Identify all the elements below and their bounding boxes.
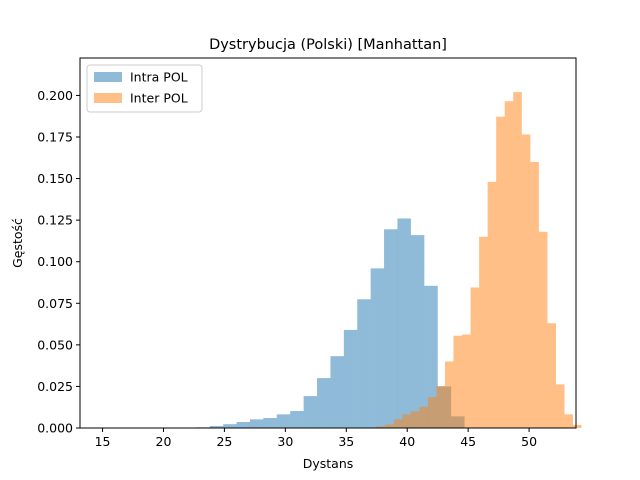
histogram-bar-inter [410,411,420,428]
histogram-bar-inter [487,181,497,428]
histogram-bar-inter [419,406,428,428]
histogram-bar-inter [453,335,463,428]
histogram-bar-inter [462,334,471,428]
histogram-bar-intra [370,268,385,428]
histogram-bar-intra [384,229,398,428]
legend-label: Inter POL [130,91,188,106]
histogram-bar-inter [427,397,437,428]
x-tick-label: 50 [521,434,537,449]
histogram-bar-inter [470,287,480,428]
histogram-bar-intra [209,426,224,428]
y-tick-label: 0.175 [37,129,73,144]
histogram-bar-intra [317,378,331,428]
histogram-bar-intra [250,419,264,428]
histogram-bar-inter [436,386,446,428]
histogram-bar-inter [572,425,582,428]
x-tick-label: 15 [95,434,111,449]
chart-title: Dystrybucja (Polski) [Manhattan] [209,37,447,53]
y-tick-label: 0.000 [37,421,73,436]
histogram-bar-intra [290,411,304,428]
histogram-bar-inter [479,236,488,428]
histogram-bar-inter [513,92,522,428]
x-tick-label: 25 [216,434,232,449]
y-tick-label: 0.075 [37,296,73,311]
legend-swatch [94,72,122,82]
histogram-bar-inter [402,414,411,428]
histogram-bar-inter [376,426,386,428]
plot-frame [79,57,577,429]
x-axis-label: Dystans [303,456,354,471]
bars-layer [102,92,582,429]
x-tick-label: 20 [156,434,172,449]
histogram-bar-inter [393,419,403,428]
y-tick-label: 0.050 [37,337,73,352]
histogram-bar-intra [357,299,371,428]
histogram-bar-inter [521,134,531,429]
histogram-bar-inter [504,101,514,429]
histogram-bar-intra [223,424,237,428]
y-tick-label: 0.200 [37,88,73,103]
legend-label: Intra POL [130,70,188,85]
x-tick-label: 35 [338,434,354,449]
y-tick-label: 0.025 [37,379,73,394]
x-tick-label: 45 [460,434,476,449]
x-tick-label: 30 [277,434,293,449]
histogram-bar-intra [263,418,277,428]
histogram-bar-inter [444,361,454,428]
histogram-bar-intra [303,396,318,428]
y-axis: 0.000 0.025 0.050 0.075 0.100 0.125 0.150 0.175… [37,88,80,436]
histogram-bar-inter [530,161,539,428]
histogram-bar-inter [385,424,394,428]
y-tick-label: 0.125 [37,213,73,228]
x-axis: 15 20 25 30 35 40 45 50 [95,428,537,449]
histogram-bar-inter [555,384,565,428]
y-tick-label: 0.150 [37,171,73,186]
y-axis-label: Gęstość [10,218,25,268]
histogram-bar-inter [538,231,548,428]
histogram-bar-intra [410,235,425,428]
legend-swatch [94,93,122,103]
y-tick-label: 0.100 [37,254,73,269]
histogram-bar-intra [343,329,358,428]
histogram-bar-intra [330,356,344,428]
histogram-bar-inter [564,414,573,428]
legend: Intra POL Inter POL [86,64,203,113]
histogram-bar-inter [547,323,556,428]
histogram-bar-intra [424,285,438,428]
histogram-bar-intra [236,422,251,428]
histogram-bar-intra [397,218,411,428]
x-tick-label: 40 [399,434,415,449]
histogram-bar-inter [496,116,505,428]
histogram-bar-intra [276,414,291,428]
